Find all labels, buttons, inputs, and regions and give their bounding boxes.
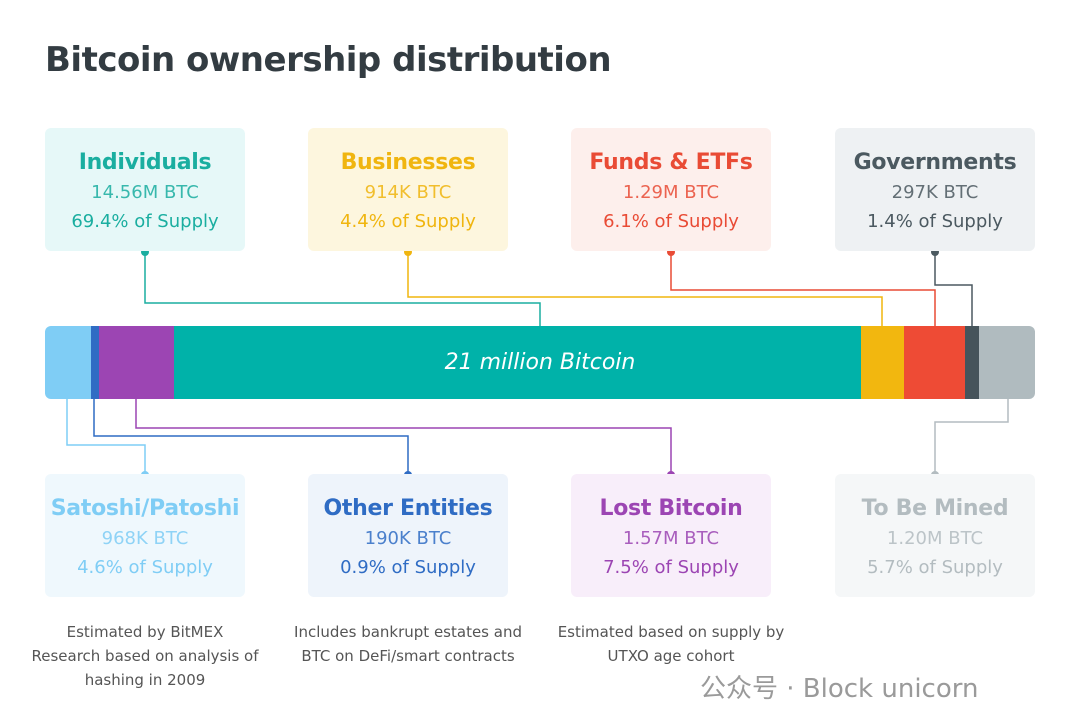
bar-label: 21 million Bitcoin (444, 350, 636, 375)
card-other-entities: Other Entities 190K BTC 0.9% of Supply (308, 474, 508, 597)
card-title: Businesses (340, 150, 476, 175)
card-governments: Governments 297K BTC 1.4% of Supply (835, 128, 1035, 251)
card-share: 69.4% of Supply (71, 211, 219, 232)
card-title: To Be Mined (861, 496, 1009, 521)
connector-governments (934, 252, 973, 326)
segment-lost-bitcoin (99, 326, 174, 399)
card-to-be-mined: To Be Mined 1.20M BTC 5.7% of Supply (835, 474, 1035, 597)
card-individuals: Individuals 14.56M BTC 69.4% of Supply (45, 128, 245, 251)
card-amount: 968K BTC (101, 528, 189, 549)
card-businesses: Businesses 914K BTC 4.4% of Supply (308, 128, 508, 251)
card-share: 4.6% of Supply (77, 557, 213, 578)
card-title: Other Entities (323, 496, 493, 521)
card-share: 4.4% of Supply (340, 211, 476, 232)
connector-businesses (407, 252, 883, 326)
card-title: Individuals (78, 150, 212, 175)
segment-businesses (860, 326, 905, 399)
card-amount: 1.29M BTC (622, 182, 720, 203)
connector-other (93, 399, 409, 475)
card-amount: 914K BTC (364, 182, 452, 203)
card-title: Lost Bitcoin (599, 496, 743, 521)
card-amount: 190K BTC (364, 528, 452, 549)
connector-funds (670, 252, 936, 326)
card-title: Governments (853, 150, 1017, 175)
card-funds-etfs: Funds & ETFs 1.29M BTC 6.1% of Supply (571, 128, 771, 251)
card-title: Satoshi/Patoshi (50, 496, 240, 521)
connector-lost (135, 399, 672, 475)
card-amount: 14.56M BTC (91, 182, 199, 203)
card-amount: 297K BTC (891, 182, 979, 203)
card-note: Includes bankrupt estates and BTC on DeF… (294, 623, 522, 665)
page-title: Bitcoin ownership distribution (45, 40, 612, 80)
segment-funds-etfs (904, 326, 965, 399)
card-satoshi-patoshi: Satoshi/Patoshi 968K BTC 4.6% of Supply (45, 474, 245, 597)
watermark: 公众号 · Block unicorn (700, 674, 979, 704)
supply-bar (45, 326, 1035, 399)
segment-governments (964, 326, 979, 399)
connector-individuals (144, 252, 541, 326)
connector-satoshi (66, 399, 146, 475)
card-note: Estimated based on supply by UTXO age co… (557, 623, 785, 665)
segment-satoshi-patoshi (45, 326, 91, 399)
card-share: 7.5% of Supply (603, 557, 739, 578)
segment-individuals (173, 326, 861, 399)
card-share: 0.9% of Supply (340, 557, 476, 578)
card-title: Funds & ETFs (589, 150, 753, 175)
card-share: 6.1% of Supply (603, 211, 739, 232)
segment-to-be-mined (978, 326, 1035, 399)
card-note: Estimated by BitMEX Research based on an… (31, 623, 259, 689)
card-share: 1.4% of Supply (867, 211, 1003, 232)
card-amount: 1.57M BTC (622, 528, 720, 549)
segment-other-entities (90, 326, 100, 399)
card-amount: 1.20M BTC (886, 528, 984, 549)
card-lost-bitcoin: Lost Bitcoin 1.57M BTC 7.5% of Supply (571, 474, 771, 597)
card-share: 5.7% of Supply (867, 557, 1003, 578)
connector-mined (934, 399, 1009, 475)
